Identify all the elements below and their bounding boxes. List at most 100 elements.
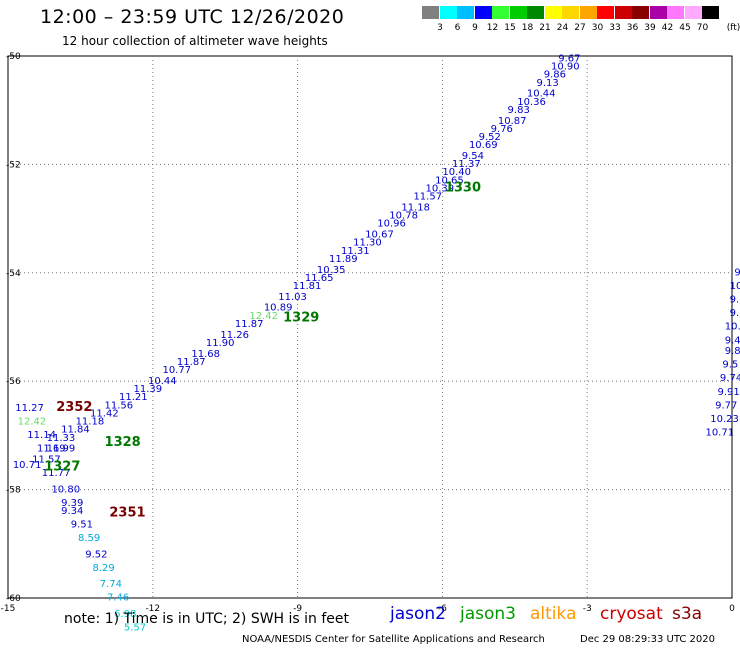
wave-height-label: 10.39 (426, 184, 455, 195)
wave-height-label: 11.26 (220, 330, 249, 341)
legend-swatch (667, 6, 684, 19)
wave-height-label: 10.69 (469, 140, 498, 151)
legend-swatch (457, 6, 474, 19)
wave-height-label: 9.77 (715, 400, 737, 411)
wave-height-label: 7.46 (107, 593, 129, 604)
wave-height-label: 10. (725, 322, 740, 333)
wave-height-label: 11.69 (37, 444, 66, 455)
wave-height-label: 9.86 (544, 70, 566, 81)
legend-label: 36 (626, 23, 639, 33)
wave-height-label: 11.42 (90, 408, 119, 419)
wave-height-label: 10.40 (442, 167, 471, 178)
wave-height-label: 9.91 (718, 387, 740, 398)
lon-tick-label: -12 (145, 604, 160, 614)
wave-height-label: 10.23 (710, 414, 739, 425)
lat-tick-label: -54 (6, 269, 21, 279)
wave-height-label: 11.14 (27, 430, 56, 441)
wave-height-label: 9.13 (537, 78, 559, 89)
wave-height-label: 11.56 (105, 400, 134, 411)
wave-height-label: 6.98 (114, 609, 136, 620)
wave-height-label: 10.96 (377, 219, 406, 230)
lon-tick-label: -6 (438, 604, 447, 614)
wave-height-label: 11.68 (191, 349, 220, 360)
wave-height-label: 9.39 (61, 498, 83, 509)
legend-swatch (649, 6, 667, 19)
lon-tick-label: -3 (583, 604, 592, 614)
lat-tick-label: -50 (6, 52, 21, 62)
wave-height-label: 10.77 (162, 365, 191, 376)
wave-height-label: 11.33 (47, 433, 76, 444)
wave-height-label: 11.18 (401, 202, 430, 213)
wave-height-label: 10.90 (551, 62, 580, 73)
legend-label: 12 (486, 23, 499, 33)
wave-height-label: 11.90 (206, 338, 235, 349)
wave-height-label: 9.5 (722, 360, 738, 371)
legend-swatch (597, 6, 614, 19)
wave-height-label: 12.42 (18, 417, 47, 428)
legend-swatch (684, 6, 702, 19)
wave-height-label: 10.71 (13, 460, 42, 471)
legend-label: 3 (437, 23, 443, 33)
lon-tick-label: 0 (729, 604, 735, 614)
wave-height-label: 11.65 (305, 273, 334, 284)
legend-label: 45 (679, 23, 691, 33)
credit-line: NOAA/NESDIS Center for Satellite Applica… (242, 634, 545, 645)
wave-height-label: 11.21 (119, 392, 148, 403)
wave-height-label: 9.54 (462, 151, 484, 162)
wave-height-label: 7.74 (100, 579, 122, 590)
generated-timestamp: Dec 29 08:29:33 UTC 2020 (580, 634, 715, 645)
pass-time-label: 1327 (44, 460, 80, 475)
wave-height-label: 11.27 (15, 403, 44, 414)
legend-swatch (562, 6, 579, 19)
wave-height-label: 9.76 (491, 124, 513, 135)
wave-height-label: 11.87 (177, 357, 206, 368)
legend-swatch (544, 6, 562, 19)
lat-tick-label: -60 (6, 594, 21, 604)
legend-label: 30 (591, 23, 604, 33)
wave-height-label: 10.80 (51, 484, 80, 495)
legend-label: 39 (644, 23, 656, 33)
wave-height-label: 5.57 (124, 623, 146, 634)
satellite-jason3-label: jason3 (460, 604, 516, 624)
satellite-cryosat-label: cryosat (600, 604, 663, 624)
wave-height-label: 9.4 (725, 335, 740, 346)
wave-height-label: 11.57 (413, 192, 442, 203)
pass-time-label: 1328 (105, 435, 141, 450)
map-frame (7, 55, 733, 599)
wave-height-label: 11.77 (42, 468, 71, 479)
lon-tick-label: -9 (293, 604, 302, 614)
page-title: 12:00 – 23:59 UTC 12/26/2020 (40, 6, 345, 28)
legend-swatch (439, 6, 457, 19)
legend-swatch (614, 6, 632, 19)
wave-height-label: 10 (730, 281, 740, 292)
legend-unit: (ft) (726, 23, 740, 33)
wave-height-label: 11.57 (32, 455, 61, 466)
wave-height-label: 11.87 (235, 319, 264, 330)
footnote: note: 1) Time is in UTC; 2) SWH is in fe… (64, 611, 350, 627)
wave-height-label: 10.65 (435, 175, 464, 186)
legend-swatch (702, 6, 719, 19)
legend-swatch (527, 6, 544, 19)
wave-height-label: 9. (730, 308, 740, 319)
wave-height-label: 11.31 (341, 246, 370, 257)
wave-height-label: 9.74 (720, 373, 740, 384)
wave-height-label: 10.87 (498, 116, 527, 127)
legend-swatch (474, 6, 492, 19)
legend-swatch (492, 6, 509, 19)
wave-height-label: 12.42 (249, 311, 278, 322)
legend-swatch (422, 6, 439, 19)
legend-swatch (509, 6, 527, 19)
wave-height-label: 9.34 (61, 506, 83, 517)
wave-height-label: 8.59 (78, 533, 100, 544)
wave-height-label: 11.18 (76, 417, 105, 428)
wave-height-label: 10.89 (264, 303, 293, 314)
lat-tick-label: -58 (6, 486, 21, 496)
satellite-s3a-label: s3a (672, 604, 703, 624)
legend-label: 21 (539, 23, 551, 33)
pass-time-label: 2351 (109, 506, 145, 521)
legend-label: 9 (472, 23, 478, 33)
pass-time-label: 1330 (445, 181, 481, 196)
wave-height-label: 9. (730, 295, 740, 306)
